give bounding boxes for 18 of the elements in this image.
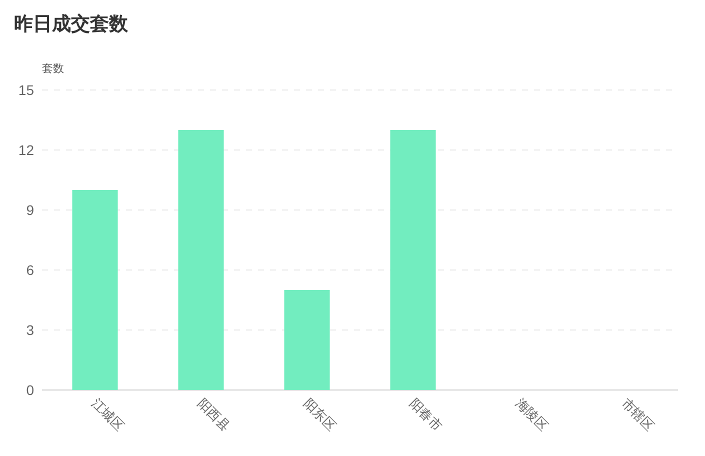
x-tick-label: 阳西县 xyxy=(194,396,234,434)
x-tick-label: 阳东区 xyxy=(300,396,340,434)
y-tick-label: 9 xyxy=(26,202,34,218)
y-tick-label: 12 xyxy=(18,142,34,158)
y-tick-label: 0 xyxy=(26,382,34,398)
chart-title: 昨日成交套数 xyxy=(14,13,129,35)
bar xyxy=(390,130,436,390)
bar xyxy=(72,190,118,390)
bar xyxy=(284,290,330,390)
x-tick-label: 海陵区 xyxy=(512,396,552,434)
y-axis-title: 套数 xyxy=(42,63,64,75)
x-tick-label: 市辖区 xyxy=(618,396,658,434)
bar xyxy=(178,130,224,390)
x-tick-label: 江城区 xyxy=(88,396,128,434)
y-tick-label: 15 xyxy=(18,82,34,98)
y-tick-label: 6 xyxy=(26,262,34,278)
y-tick-label: 3 xyxy=(26,322,34,338)
x-tick-label: 阳春市 xyxy=(406,396,446,434)
